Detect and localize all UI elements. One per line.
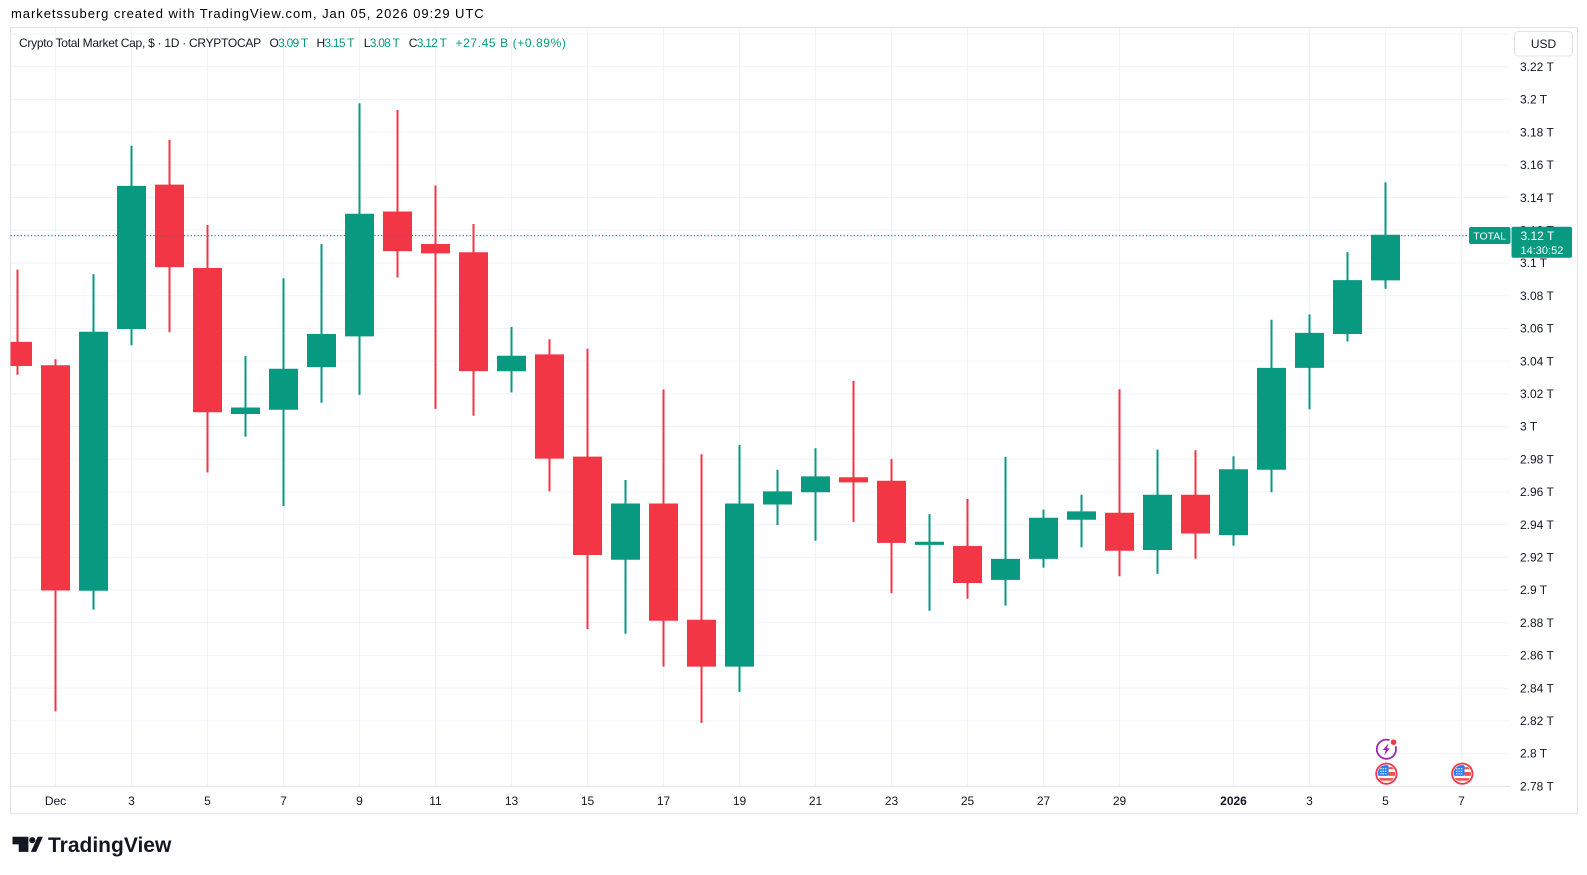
svg-text:2.96 T: 2.96 T xyxy=(1520,485,1554,499)
svg-text:2.78 T: 2.78 T xyxy=(1520,779,1554,793)
svg-text:3.16 T: 3.16 T xyxy=(1520,158,1554,172)
svg-text:3.14 T: 3.14 T xyxy=(1520,191,1554,205)
svg-text:TOTAL: TOTAL xyxy=(1473,231,1506,243)
svg-text:3.04 T: 3.04 T xyxy=(1520,354,1554,368)
svg-text:19: 19 xyxy=(733,794,747,808)
svg-text:14:30:52: 14:30:52 xyxy=(1521,245,1564,257)
svg-text:3: 3 xyxy=(1306,794,1313,808)
svg-text:3.12 T: 3.12 T xyxy=(1521,229,1555,243)
svg-text:2.86 T: 2.86 T xyxy=(1520,649,1554,663)
svg-text:O3.09 T: O3.09 T xyxy=(270,36,309,50)
svg-text:3.2 T: 3.2 T xyxy=(1520,93,1548,107)
svg-text:27: 27 xyxy=(1037,794,1051,808)
svg-text:C3.12 T: C3.12 T xyxy=(409,36,448,50)
svg-text:21: 21 xyxy=(809,794,823,808)
svg-text:marketssuberg created with Tra: marketssuberg created with TradingView.c… xyxy=(11,6,485,21)
svg-text:2.88 T: 2.88 T xyxy=(1520,616,1554,630)
svg-text:25: 25 xyxy=(961,794,975,808)
svg-text:L3.08 T: L3.08 T xyxy=(364,36,401,50)
svg-text:H3.15 T: H3.15 T xyxy=(317,36,356,50)
svg-text:13: 13 xyxy=(505,794,519,808)
svg-text:3: 3 xyxy=(128,794,135,808)
svg-text:2.9 T: 2.9 T xyxy=(1520,583,1548,597)
svg-text:7: 7 xyxy=(280,794,287,808)
svg-text:5: 5 xyxy=(204,794,211,808)
svg-text:7: 7 xyxy=(1458,794,1465,808)
svg-text:3.06 T: 3.06 T xyxy=(1520,322,1554,336)
svg-text:3.1 T: 3.1 T xyxy=(1520,256,1548,270)
svg-text:11: 11 xyxy=(429,794,442,808)
svg-text:3.18 T: 3.18 T xyxy=(1520,125,1554,139)
svg-text:USD: USD xyxy=(1531,37,1557,51)
svg-text:3.02 T: 3.02 T xyxy=(1520,387,1554,401)
svg-text:17: 17 xyxy=(657,794,671,808)
svg-text:2026: 2026 xyxy=(1220,794,1247,808)
svg-text:2.82 T: 2.82 T xyxy=(1520,714,1554,728)
svg-text:3 T: 3 T xyxy=(1520,420,1538,434)
svg-text:2.8 T: 2.8 T xyxy=(1520,747,1548,761)
svg-text:5: 5 xyxy=(1382,794,1389,808)
svg-text:23: 23 xyxy=(885,794,899,808)
svg-text:2.92 T: 2.92 T xyxy=(1520,551,1554,565)
svg-text:TradingView: TradingView xyxy=(48,834,172,857)
svg-text:29: 29 xyxy=(1113,794,1127,808)
svg-text:+27.45 B (+0.89%): +27.45 B (+0.89%) xyxy=(456,36,567,50)
svg-text:Dec: Dec xyxy=(45,794,66,808)
svg-text:2.94 T: 2.94 T xyxy=(1520,518,1554,532)
svg-text:3.22 T: 3.22 T xyxy=(1520,60,1554,74)
svg-text:9: 9 xyxy=(356,794,363,808)
svg-text:2.98 T: 2.98 T xyxy=(1520,452,1554,466)
svg-text:2.84 T: 2.84 T xyxy=(1520,681,1554,695)
svg-text:3.08 T: 3.08 T xyxy=(1520,289,1554,303)
svg-text:15: 15 xyxy=(581,794,595,808)
svg-text:Crypto Total Market Cap, $ · 1: Crypto Total Market Cap, $ · 1D · CRYPTO… xyxy=(19,36,261,50)
